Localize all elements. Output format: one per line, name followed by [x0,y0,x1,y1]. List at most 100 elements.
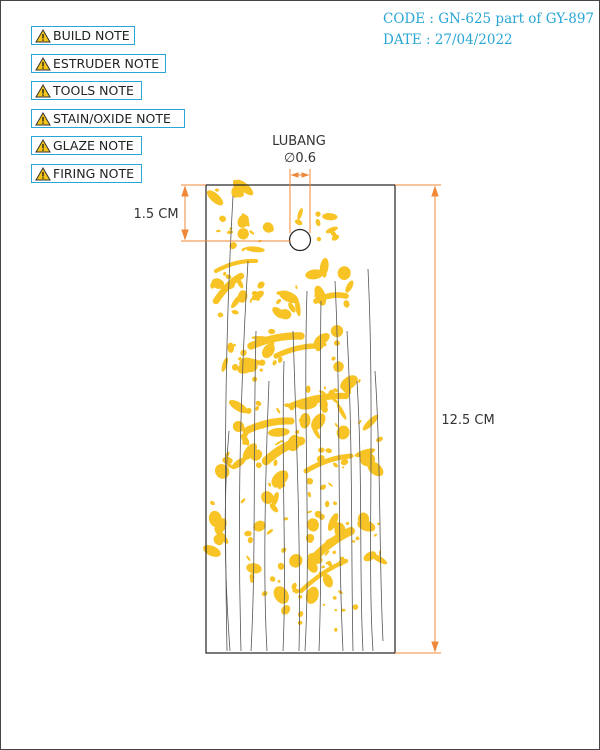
glaze-splash [305,586,319,604]
glaze-splash [241,213,250,227]
glaze-splash [325,560,331,565]
glaze-splash [278,290,299,304]
glaze-splash [322,573,333,588]
glaze-splash [340,458,349,466]
glaze-splash [242,439,249,445]
glaze-splash [274,440,282,446]
glaze-splash [307,518,319,532]
glaze-splash [343,300,350,308]
warning-icon [35,166,51,180]
glaze-splash [266,529,274,535]
glaze-splash [221,357,229,372]
glaze-splash [267,427,290,437]
firing-note-label: FIRING NOTE [53,166,134,181]
glaze-splash [345,280,354,293]
glaze-splash [250,358,265,366]
glaze-splash [345,521,350,525]
glaze-splash [298,418,306,423]
warning-icon [35,56,51,70]
glaze-splash [250,449,263,461]
glaze-splash [241,247,246,252]
glaze-splash [319,484,327,490]
glaze-splash [233,343,237,347]
glaze-splash [352,604,359,610]
glaze-splash [307,491,312,498]
glaze-splash [334,627,338,632]
glaze-splash [332,596,337,600]
glaze-splash [357,419,362,425]
glaze-streak [298,558,349,594]
glaze-splash [276,407,281,414]
glaze-splash [237,290,248,303]
stain-oxide-note-button[interactable]: STAIN/OXIDE NOTE [31,109,185,128]
glaze-splash [231,363,239,371]
glaze-splash [281,605,291,615]
glaze-splash [315,211,321,217]
build-note-button[interactable]: BUILD NOTE [31,26,135,45]
date-label: DATE : 27/04/2022 [383,32,513,48]
glaze-streak [303,453,354,474]
glaze-splash [294,219,303,226]
firing-note-button[interactable]: FIRING NOTE [31,164,142,183]
glaze-splash [314,293,318,297]
glaze-splash [323,272,327,278]
warning-icon [35,111,51,125]
glaze-splash [297,620,303,625]
glaze-splash [238,356,242,361]
glaze-splash [240,498,246,504]
glaze-splash [322,603,326,606]
glaze-streak [313,292,349,304]
glaze-splash [295,429,300,435]
glaze-splash [363,551,377,562]
glaze-splash [333,361,344,372]
glaze-splash [338,590,343,595]
glaze-pattern [203,179,388,632]
glaze-splash [261,491,274,505]
glaze-streak [306,526,356,566]
estruder-note-button[interactable]: ESTRUDER NOTE [31,54,166,73]
glaze-splash [336,425,350,440]
glaze-splash [232,179,244,197]
glaze-splash [276,291,282,295]
glaze-splash [332,501,338,506]
glaze-streak [247,332,305,350]
tools-note-button[interactable]: TOOLS NOTE [31,81,142,100]
glaze-splash [259,368,263,372]
glaze-splash [244,530,252,537]
glaze-splash [235,179,254,196]
glaze-splash [215,188,219,192]
title-block: CODE : GN-625 part of GY-897 DATE : 27/0… [383,9,594,51]
glaze-splash [251,290,264,301]
warning-icon [35,138,51,152]
glaze-splash [367,461,384,477]
glaze-splash [316,236,322,242]
glaze-splash [210,500,215,506]
glaze-splash [252,376,258,382]
glaze-splash [257,281,265,289]
glaze-splash [357,379,361,383]
glaze-splash [219,215,227,222]
glaze-splash [217,312,224,318]
estruder-note-label: ESTRUDER NOTE [53,56,160,71]
glaze-splash [332,398,339,404]
glaze-splash [334,423,339,428]
glaze-splash [214,518,227,534]
glaze-splash [332,462,339,468]
glaze-splash [315,400,322,404]
glaze-splash [295,285,298,289]
tools-note-label: TOOLS NOTE [53,83,134,98]
glaze-note-button[interactable]: GLAZE NOTE [31,136,142,155]
hole-size-label: ∅0.6 [284,151,316,166]
glaze-splash [281,547,287,553]
glaze-splash [327,513,339,531]
top-offset-label: 1.5 CM [133,207,178,222]
glaze-splash [262,343,275,359]
glaze-splash [203,544,221,557]
glaze-splash [272,306,285,319]
glaze-splash [273,459,278,467]
glaze-splash [330,231,337,237]
glaze-splash [226,463,233,469]
glaze-splash [378,550,382,557]
